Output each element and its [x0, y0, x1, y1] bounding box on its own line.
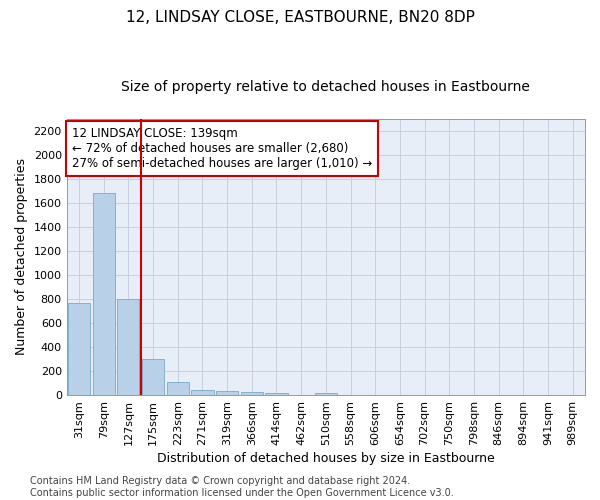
Bar	[92, 194, 115, 395]
X-axis label: Distribution of detached houses by size in Eastbourne: Distribution of detached houses by size …	[157, 452, 495, 465]
Bar	[216, 392, 238, 395]
Bar	[265, 392, 287, 395]
Bar	[117, 299, 139, 395]
Bar	[315, 392, 337, 395]
Bar	[241, 392, 263, 395]
Y-axis label: Number of detached properties: Number of detached properties	[15, 158, 28, 356]
Bar	[167, 382, 189, 395]
Text: 12, LINDSAY CLOSE, EASTBOURNE, BN20 8DP: 12, LINDSAY CLOSE, EASTBOURNE, BN20 8DP	[125, 10, 475, 25]
Text: Contains HM Land Registry data © Crown copyright and database right 2024.
Contai: Contains HM Land Registry data © Crown c…	[30, 476, 454, 498]
Title: Size of property relative to detached houses in Eastbourne: Size of property relative to detached ho…	[121, 80, 530, 94]
Bar	[142, 359, 164, 395]
Bar	[191, 390, 214, 395]
Bar	[68, 302, 90, 395]
Text: 12 LINDSAY CLOSE: 139sqm
← 72% of detached houses are smaller (2,680)
27% of sem: 12 LINDSAY CLOSE: 139sqm ← 72% of detach…	[72, 127, 372, 170]
